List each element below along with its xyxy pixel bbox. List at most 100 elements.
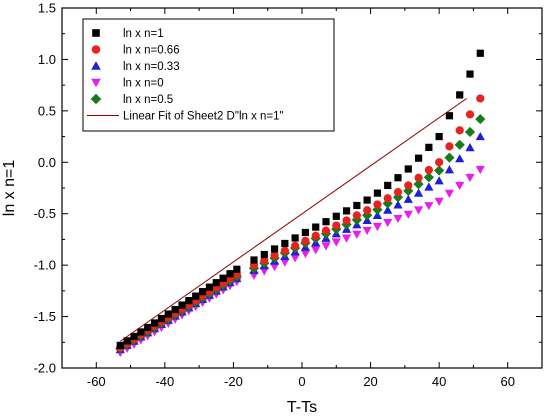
data-point	[403, 210, 413, 219]
data-point	[281, 239, 289, 248]
legend-marker	[91, 45, 101, 54]
legend-label: ln x n=0.5	[123, 94, 173, 106]
data-point	[116, 341, 124, 349]
data-point	[270, 245, 279, 253]
data-point	[212, 279, 220, 287]
data-point	[404, 165, 412, 173]
data-point	[311, 246, 321, 255]
data-point	[435, 158, 444, 167]
data-point	[150, 319, 159, 327]
data-point	[332, 221, 341, 230]
data-point	[403, 194, 413, 203]
data-point	[332, 212, 340, 220]
data-point	[434, 197, 444, 206]
data-point	[414, 154, 423, 162]
data-point	[362, 210, 373, 221]
data-point	[383, 218, 393, 228]
data-marks	[115, 49, 486, 358]
data-point	[269, 263, 280, 272]
data-point	[454, 139, 465, 150]
data-point	[434, 165, 445, 176]
legend-label: ln x n=0	[123, 78, 164, 90]
data-point	[413, 206, 424, 215]
data-point	[384, 181, 392, 190]
data-point	[137, 328, 145, 336]
data-point	[290, 254, 300, 263]
data-point	[444, 165, 455, 174]
data-point	[435, 132, 443, 141]
legend-items: ln x n=1 ln x n=0.66 ln x n=0.33 ln x n=0 ln…	[87, 28, 284, 123]
data-point	[144, 323, 152, 332]
data-point	[393, 200, 403, 209]
x-tick-label: -20	[224, 374, 243, 389]
y-axis-label: ln x n=1	[1, 160, 18, 217]
data-point	[226, 270, 234, 278]
data-point	[445, 142, 454, 151]
y-tick-label: -2.0	[34, 361, 56, 376]
data-point	[311, 231, 320, 240]
data-point	[260, 250, 268, 259]
data-point	[363, 196, 371, 204]
data-point	[465, 143, 475, 152]
data-point	[270, 251, 279, 260]
data-point	[464, 126, 476, 138]
series-square	[116, 49, 484, 349]
legend: ln x n=1 ln x n=0.66 ln x n=0.33 ln x n=0 ln…	[82, 18, 335, 132]
data-point	[455, 154, 465, 163]
data-point	[331, 238, 341, 247]
data-point	[130, 332, 138, 341]
data-point	[362, 226, 372, 236]
x-tick-label: 60	[500, 374, 514, 389]
data-point	[321, 226, 331, 235]
data-point	[372, 222, 383, 232]
legend-label: ln x n=1	[123, 28, 164, 40]
data-point	[198, 288, 207, 296]
data-point	[393, 214, 403, 224]
linear-fit-line	[119, 98, 467, 342]
data-point	[475, 165, 485, 175]
data-point	[171, 305, 179, 314]
data-point	[383, 194, 392, 203]
legend-marker	[91, 61, 101, 70]
data-point	[233, 265, 241, 273]
data-point	[312, 223, 320, 231]
data-point	[178, 301, 186, 309]
data-point	[383, 205, 393, 214]
data-point	[425, 143, 433, 151]
data-point	[353, 201, 361, 210]
legend-box	[82, 18, 335, 132]
data-point	[123, 337, 131, 345]
data-point	[259, 267, 269, 276]
series-triangle-down	[115, 165, 485, 358]
data-point	[291, 234, 299, 242]
data-point	[456, 91, 464, 99]
data-point	[424, 165, 433, 175]
data-point	[413, 178, 424, 190]
fit-line-group	[119, 98, 467, 342]
data-point	[363, 206, 372, 215]
y-tick-label: -0.5	[34, 206, 56, 221]
legend-label: Linear Fit of Sheet2 D"ln x n=1"	[123, 111, 284, 123]
data-point	[413, 188, 424, 197]
data-point	[394, 174, 402, 182]
data-point	[291, 241, 300, 250]
y-tick-label: 1.5	[38, 1, 56, 16]
data-point	[301, 228, 310, 237]
data-point	[434, 176, 444, 185]
data-point	[157, 314, 166, 323]
data-point	[300, 249, 311, 259]
data-point	[465, 173, 475, 183]
data-point	[393, 188, 403, 197]
data-point	[475, 113, 486, 125]
y-tick-label: 0.5	[38, 103, 56, 118]
data-point	[260, 256, 269, 265]
data-point	[455, 126, 464, 135]
data-point	[444, 189, 455, 198]
data-point	[455, 181, 465, 191]
legend-marker	[91, 78, 101, 88]
data-point	[341, 234, 352, 243]
data-point	[280, 246, 289, 255]
data-point	[192, 292, 200, 300]
data-point	[352, 230, 362, 239]
y-tick-label: -1.5	[34, 309, 56, 324]
